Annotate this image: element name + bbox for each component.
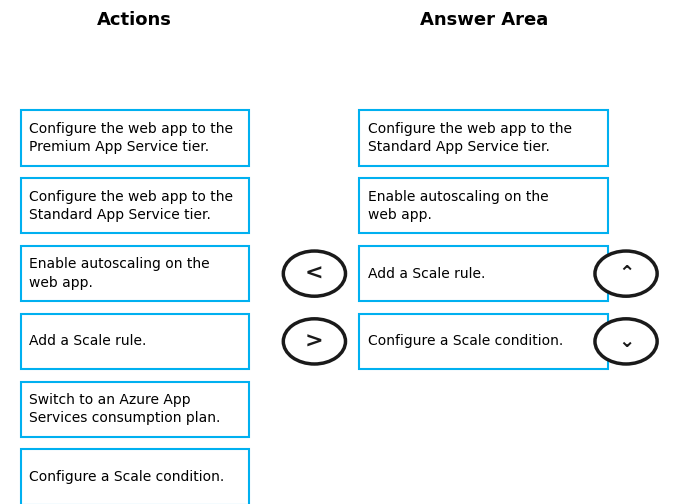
FancyBboxPatch shape (359, 110, 608, 166)
Text: Configure the web app to the
Standard App Service tier.: Configure the web app to the Standard Ap… (368, 122, 571, 154)
Circle shape (595, 319, 657, 364)
Text: ⌃: ⌃ (618, 264, 634, 283)
FancyBboxPatch shape (359, 178, 608, 233)
Circle shape (283, 319, 346, 364)
Text: <: < (305, 264, 323, 284)
Text: Add a Scale rule.: Add a Scale rule. (368, 267, 485, 281)
Text: Enable autoscaling on the
web app.: Enable autoscaling on the web app. (368, 190, 548, 222)
FancyBboxPatch shape (359, 246, 608, 301)
FancyBboxPatch shape (21, 314, 249, 369)
Text: Add a Scale rule.: Add a Scale rule. (29, 334, 146, 348)
FancyBboxPatch shape (21, 110, 249, 166)
FancyBboxPatch shape (21, 246, 249, 301)
Text: Configure a Scale condition.: Configure a Scale condition. (29, 470, 225, 484)
FancyBboxPatch shape (21, 382, 249, 437)
Text: Configure a Scale condition.: Configure a Scale condition. (368, 334, 563, 348)
Text: Answer Area: Answer Area (419, 11, 548, 29)
Text: Enable autoscaling on the
web app.: Enable autoscaling on the web app. (29, 258, 209, 290)
Text: Configure the web app to the
Standard App Service tier.: Configure the web app to the Standard Ap… (29, 190, 233, 222)
Text: ⌄: ⌄ (618, 332, 634, 351)
FancyBboxPatch shape (359, 314, 608, 369)
Circle shape (595, 251, 657, 296)
Text: Actions: Actions (97, 11, 172, 29)
FancyBboxPatch shape (21, 450, 249, 504)
Circle shape (283, 251, 346, 296)
Text: Switch to an Azure App
Services consumption plan.: Switch to an Azure App Services consumpt… (29, 393, 220, 425)
Text: >: > (305, 332, 323, 351)
Text: Configure the web app to the
Premium App Service tier.: Configure the web app to the Premium App… (29, 122, 233, 154)
FancyBboxPatch shape (21, 178, 249, 233)
